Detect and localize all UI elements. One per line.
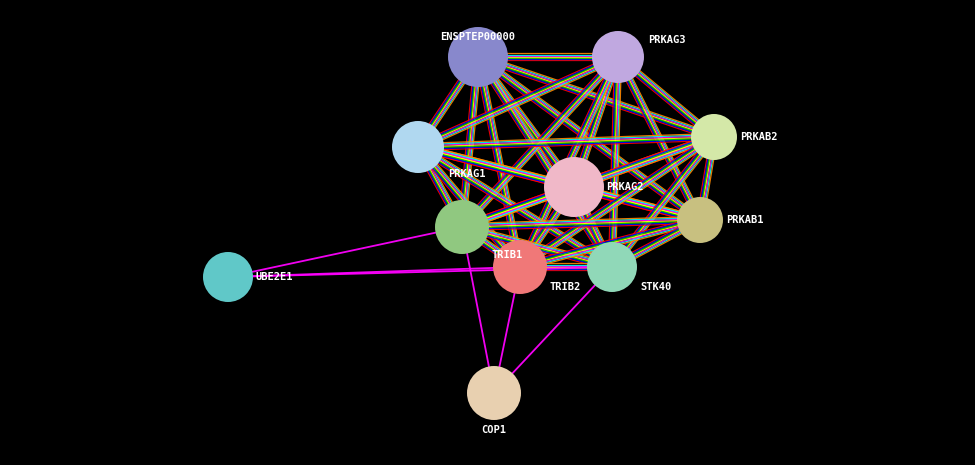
Circle shape — [203, 252, 253, 302]
Circle shape — [592, 31, 644, 83]
Circle shape — [677, 197, 723, 243]
Text: PRKAG2: PRKAG2 — [606, 182, 644, 192]
Circle shape — [448, 27, 508, 87]
Text: PRKAB2: PRKAB2 — [740, 132, 777, 142]
Circle shape — [493, 240, 547, 294]
Text: STK40: STK40 — [640, 282, 671, 292]
Text: COP1: COP1 — [482, 425, 506, 435]
Text: PRKAB1: PRKAB1 — [726, 215, 763, 225]
Circle shape — [435, 200, 489, 254]
Text: PRKAG1: PRKAG1 — [448, 169, 486, 179]
Text: PRKAG3: PRKAG3 — [648, 35, 685, 45]
Text: TRIB1: TRIB1 — [492, 250, 524, 260]
Circle shape — [691, 114, 737, 160]
Circle shape — [544, 157, 604, 217]
Text: ENSPTEP00000: ENSPTEP00000 — [441, 32, 516, 42]
Circle shape — [587, 242, 637, 292]
Circle shape — [467, 366, 521, 420]
Circle shape — [392, 121, 444, 173]
Text: UBE2E1: UBE2E1 — [256, 272, 293, 282]
Text: TRIB2: TRIB2 — [550, 282, 581, 292]
